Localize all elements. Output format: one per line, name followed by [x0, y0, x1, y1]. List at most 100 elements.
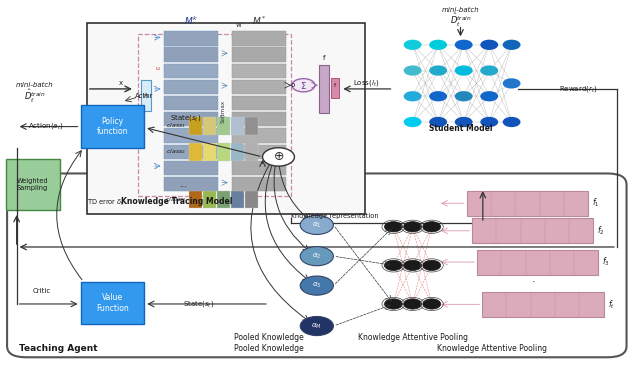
FancyBboxPatch shape: [6, 159, 60, 210]
Text: Softmax: Softmax: [220, 99, 225, 123]
Text: $class_M$: $class_M$: [164, 195, 186, 204]
Text: Knowledge Attentive Pooling: Knowledge Attentive Pooling: [358, 332, 468, 342]
FancyBboxPatch shape: [232, 64, 286, 78]
Circle shape: [455, 117, 472, 127]
Text: Value
Function: Value Function: [96, 293, 129, 313]
Circle shape: [455, 65, 472, 76]
Text: $\alpha_3$: $\alpha_3$: [312, 281, 321, 290]
Circle shape: [404, 117, 422, 127]
Circle shape: [404, 299, 422, 309]
Text: $\oplus$: $\oplus$: [273, 151, 284, 163]
Circle shape: [385, 299, 403, 309]
Text: w: w: [236, 22, 241, 28]
FancyBboxPatch shape: [81, 282, 145, 324]
FancyBboxPatch shape: [203, 117, 216, 135]
FancyBboxPatch shape: [164, 64, 218, 78]
FancyBboxPatch shape: [245, 143, 258, 161]
Text: f: f: [323, 55, 325, 61]
Text: $M^*$: $M^*$: [252, 15, 266, 27]
FancyBboxPatch shape: [87, 23, 365, 214]
FancyBboxPatch shape: [189, 143, 202, 161]
FancyBboxPatch shape: [232, 48, 286, 62]
FancyBboxPatch shape: [332, 78, 339, 98]
Text: Action($a_t$): Action($a_t$): [28, 121, 63, 131]
Text: Weighted
Sampling: Weighted Sampling: [17, 178, 49, 191]
Text: knowledge representation: knowledge representation: [291, 213, 379, 219]
Circle shape: [429, 65, 447, 76]
Text: $f_1$: $f_1$: [592, 197, 600, 210]
FancyBboxPatch shape: [217, 117, 230, 135]
FancyBboxPatch shape: [217, 191, 230, 208]
FancyBboxPatch shape: [231, 143, 244, 161]
Text: Knowledge Attentive Pooling: Knowledge Attentive Pooling: [437, 344, 547, 353]
Circle shape: [429, 39, 447, 50]
Text: State($s_t$): State($s_t$): [183, 299, 214, 309]
Circle shape: [404, 39, 422, 50]
Circle shape: [480, 117, 498, 127]
Text: $M^k$: $M^k$: [184, 15, 198, 27]
Text: $\hat{D}_t^{train}$: $\hat{D}_t^{train}$: [449, 13, 472, 30]
FancyBboxPatch shape: [245, 117, 258, 135]
Text: $\alpha_2$: $\alpha_2$: [312, 252, 321, 261]
Circle shape: [262, 148, 294, 166]
FancyBboxPatch shape: [164, 96, 218, 110]
FancyBboxPatch shape: [203, 143, 216, 161]
Circle shape: [300, 246, 333, 266]
Circle shape: [300, 276, 333, 295]
FancyBboxPatch shape: [232, 96, 286, 110]
FancyBboxPatch shape: [164, 145, 218, 159]
Circle shape: [455, 39, 472, 50]
Text: Loss($l_t$): Loss($l_t$): [353, 78, 380, 89]
FancyBboxPatch shape: [472, 218, 593, 243]
Circle shape: [429, 117, 447, 127]
Text: $class_2$: $class_2$: [166, 147, 186, 156]
Text: .: .: [532, 273, 536, 284]
Text: Teaching Agent: Teaching Agent: [19, 344, 97, 353]
FancyBboxPatch shape: [141, 80, 152, 111]
Circle shape: [404, 260, 422, 270]
Text: mini-batch: mini-batch: [15, 82, 53, 88]
Text: Pooled Knowledge: Pooled Knowledge: [234, 344, 304, 353]
Circle shape: [292, 79, 315, 92]
Text: Actor: Actor: [135, 93, 154, 99]
Text: $class_1$: $class_1$: [166, 122, 186, 131]
FancyBboxPatch shape: [189, 191, 202, 208]
Circle shape: [300, 215, 333, 234]
FancyBboxPatch shape: [245, 191, 258, 208]
FancyBboxPatch shape: [164, 31, 218, 45]
Circle shape: [423, 299, 441, 309]
FancyBboxPatch shape: [232, 177, 286, 191]
Circle shape: [502, 39, 520, 50]
Circle shape: [404, 222, 422, 232]
FancyBboxPatch shape: [164, 80, 218, 94]
Circle shape: [385, 260, 403, 270]
Circle shape: [480, 91, 498, 101]
Text: f: f: [334, 83, 337, 88]
FancyBboxPatch shape: [231, 117, 244, 135]
Circle shape: [385, 222, 403, 232]
Text: x: x: [119, 80, 123, 86]
Text: State($s_t$): State($s_t$): [170, 113, 202, 123]
FancyBboxPatch shape: [477, 249, 598, 275]
Text: $f_3$: $f_3$: [602, 256, 610, 268]
FancyBboxPatch shape: [482, 292, 604, 317]
Text: mini-batch: mini-batch: [442, 7, 479, 13]
Text: u: u: [156, 66, 160, 71]
FancyBboxPatch shape: [164, 48, 218, 62]
Circle shape: [423, 260, 441, 270]
FancyBboxPatch shape: [164, 112, 218, 127]
FancyBboxPatch shape: [232, 31, 286, 45]
FancyBboxPatch shape: [189, 117, 202, 135]
Text: $f_2$: $f_2$: [597, 225, 605, 237]
Circle shape: [404, 91, 422, 101]
Text: Critic: Critic: [33, 288, 51, 294]
Text: A: A: [144, 93, 148, 98]
Circle shape: [502, 78, 520, 89]
Circle shape: [423, 222, 441, 232]
FancyBboxPatch shape: [203, 191, 216, 208]
Text: $\alpha_M$: $\alpha_M$: [312, 321, 322, 331]
Circle shape: [429, 91, 447, 101]
Text: Student Model: Student Model: [429, 124, 492, 133]
Circle shape: [300, 317, 333, 335]
FancyBboxPatch shape: [232, 161, 286, 175]
